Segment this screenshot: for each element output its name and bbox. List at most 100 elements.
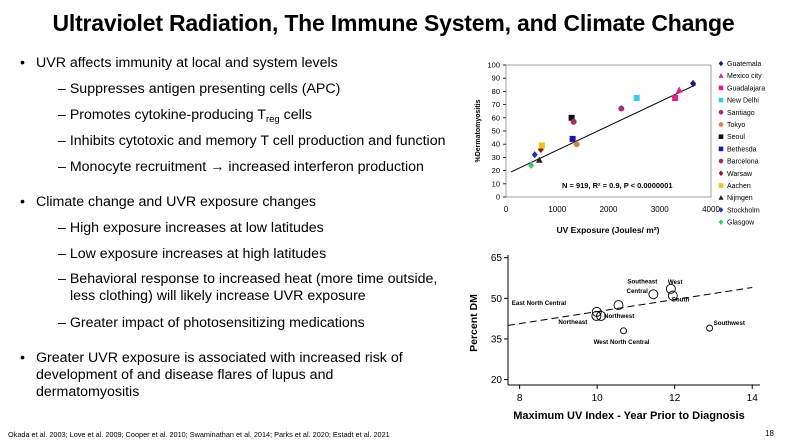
y-tick-label: 60 bbox=[492, 113, 500, 122]
data-point-tokyo bbox=[573, 141, 580, 148]
page-number: 18 bbox=[765, 429, 774, 438]
x-tick-label: 10 bbox=[592, 393, 604, 404]
x-axis-label: UV Exposure (Joules/ m²) bbox=[557, 225, 660, 235]
sub-bullet-photosensitizing: – Greater impact of photosensitizing med… bbox=[58, 314, 365, 332]
legend-label: Bethesda bbox=[727, 146, 757, 153]
data-point-bethesda bbox=[569, 135, 576, 142]
dash-marker: – bbox=[58, 81, 66, 97]
dash-marker: – bbox=[58, 246, 66, 262]
dash-marker: – bbox=[58, 315, 66, 331]
legend-marker bbox=[718, 85, 724, 91]
bullet-marker: • bbox=[20, 55, 25, 71]
x-tick-label: 0 bbox=[504, 205, 509, 214]
y-tick-label: 20 bbox=[492, 166, 500, 175]
x-tick-label: 4000 bbox=[702, 205, 720, 214]
uv-index-scatter-chart: 20 35 50 65 8 10 12 14 East North Central Centr… bbox=[468, 253, 760, 422]
legend-marker bbox=[718, 194, 724, 200]
y-tick-label: 30 bbox=[492, 153, 500, 162]
legend-marker bbox=[718, 183, 724, 188]
sub-bullet-low-exposure: – Low exposure increases at high latitud… bbox=[58, 245, 326, 263]
dash-marker: – bbox=[58, 107, 66, 123]
legend-label: Stockholm bbox=[727, 207, 760, 214]
y-tick-label: 100 bbox=[487, 61, 500, 70]
sub-bullet-behavioral: – Behavioral response to increased heat … bbox=[58, 270, 437, 288]
y-tick-label: 80 bbox=[492, 87, 500, 96]
data-point-south bbox=[667, 290, 678, 301]
x-tick-label: 12 bbox=[669, 393, 681, 404]
plot-area bbox=[505, 64, 712, 198]
sub-bullet-apc: – Suppresses antigen presenting cells (A… bbox=[58, 80, 340, 98]
y-tick-label: 20 bbox=[491, 375, 503, 386]
data-point-northwest bbox=[596, 310, 606, 321]
dash-marker: – bbox=[58, 220, 66, 236]
legend-label: Warsaw bbox=[727, 171, 753, 178]
sub-bullet-monocyte: – Monocyte recruitment → increased inter… bbox=[58, 158, 424, 176]
data-point-southeast bbox=[648, 289, 659, 300]
legend-marker bbox=[718, 158, 724, 164]
references: Okada et al. 2003; Love et al. 2009; Coo… bbox=[8, 430, 390, 439]
bullet-text: Behavioral response to increased heat (m… bbox=[69, 271, 438, 287]
bullet-text: Greater impact of photosensitizing medic… bbox=[69, 315, 365, 331]
legend-label: Aachen bbox=[727, 183, 751, 190]
trend-line bbox=[510, 84, 696, 173]
data-point-label: West bbox=[668, 279, 683, 286]
data-point-guatemala bbox=[690, 79, 697, 88]
bullet-text: High exposure increases at low latitudes bbox=[69, 220, 324, 236]
data-point-west bbox=[665, 283, 676, 294]
legend-label: Guadalajara bbox=[727, 85, 765, 92]
legend-marker bbox=[718, 134, 724, 139]
dash-marker: – bbox=[58, 133, 66, 149]
y-axis-label: %Dermatomyositis bbox=[475, 99, 482, 162]
y-tick-label: 90 bbox=[492, 74, 500, 83]
bullet-marker: • bbox=[20, 350, 25, 366]
data-point-mexico-city bbox=[675, 86, 683, 93]
y-tick-label: 70 bbox=[492, 100, 500, 109]
y-tick-label: 35 bbox=[491, 334, 503, 345]
data-point-west-north-central bbox=[620, 327, 627, 335]
legend-marker bbox=[718, 97, 724, 103]
bullet-text: UVR affects immunity at local and system… bbox=[36, 55, 338, 71]
data-point-label: Southeast bbox=[627, 278, 657, 285]
legend-label: Nijmgen bbox=[727, 195, 753, 202]
legend-label: New Delhi bbox=[727, 98, 759, 105]
legend-label: Barcelona bbox=[727, 159, 759, 166]
data-point-label: East North Central bbox=[512, 300, 567, 307]
y-tick-label: 10 bbox=[492, 179, 500, 188]
bullet-marker: • bbox=[20, 194, 25, 210]
data-point-label: West North Central bbox=[594, 339, 650, 346]
data-point-glasgow bbox=[528, 161, 535, 169]
data-point-aachen bbox=[538, 142, 545, 149]
legend-marker bbox=[718, 110, 724, 115]
data-point-northeast bbox=[591, 310, 602, 321]
legend-label: Seoul bbox=[727, 134, 745, 141]
y-axis-label: Percent DM bbox=[468, 294, 480, 352]
bullet-text: Low exposure increases at high latitudes bbox=[69, 246, 327, 262]
legend-label: Tokyo bbox=[727, 122, 745, 129]
bullet-text: development of and disease flares of lup… bbox=[36, 367, 334, 383]
legend-label: Glasgow bbox=[727, 220, 755, 227]
x-tick-label: 14 bbox=[747, 393, 759, 404]
data-point-seoul bbox=[568, 114, 575, 121]
legend-label: Guatemala bbox=[727, 61, 761, 68]
bullet-uvr-immunity: • UVR affects immunity at local and syst… bbox=[20, 54, 338, 72]
sub-bullet-behavioral-cont: less clothing) will likely increase UVR … bbox=[70, 287, 366, 305]
legend-marker bbox=[718, 146, 724, 152]
bullet-text: less clothing) will likely increase UVR … bbox=[70, 288, 366, 304]
x-axis-label: Maximum UV Index - Year Prior to Diagnos… bbox=[513, 410, 744, 422]
bullet-text: cells bbox=[279, 107, 312, 123]
y-tick-label: 0 bbox=[496, 193, 500, 202]
legend-marker bbox=[718, 60, 724, 67]
data-point-label: Central bbox=[626, 288, 648, 295]
data-point-central bbox=[613, 300, 624, 311]
trend-line bbox=[507, 287, 753, 326]
data-point-label: Northwest bbox=[604, 313, 634, 320]
y-tick-label: 50 bbox=[491, 294, 503, 305]
bullet-text: Greater UVR exposure is associated with … bbox=[36, 350, 403, 366]
sub-bullet-high-exposure: – High exposure increases at low latitud… bbox=[58, 219, 324, 237]
data-point-southwest bbox=[706, 324, 714, 332]
bullet-text: Suppresses antigen presenting cells (APC… bbox=[69, 81, 341, 97]
bullet-text: Promotes cytokine-producing T bbox=[69, 107, 266, 123]
sub-bullet-cytotoxic: – Inhibits cytotoxic and memory T cell p… bbox=[58, 132, 446, 150]
x-tick-label: 2000 bbox=[600, 205, 618, 214]
